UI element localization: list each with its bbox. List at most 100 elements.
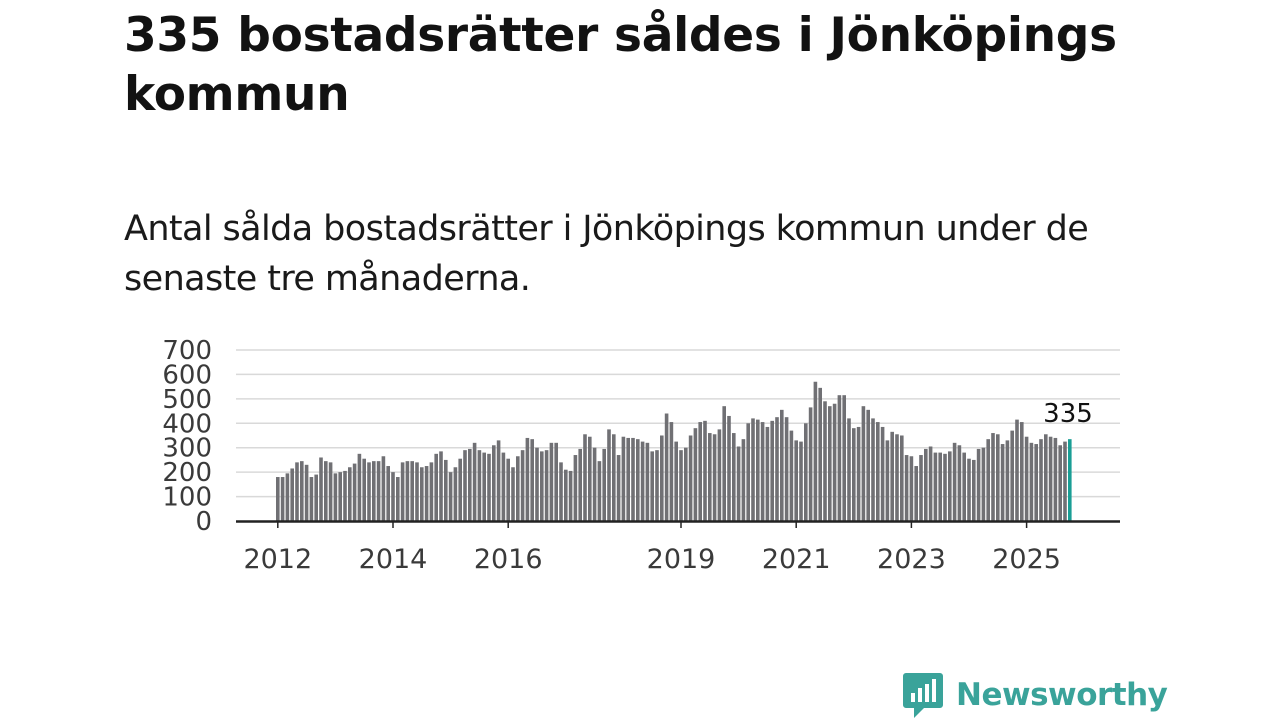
bar bbox=[808, 407, 813, 521]
bar bbox=[343, 470, 347, 521]
bar bbox=[588, 436, 592, 521]
bar bbox=[597, 461, 602, 521]
bar bbox=[453, 467, 458, 521]
bar bbox=[1034, 444, 1038, 521]
bar bbox=[511, 467, 515, 521]
bar bbox=[285, 473, 290, 521]
bar bbox=[904, 455, 909, 521]
bar bbox=[468, 448, 472, 521]
bar bbox=[1063, 441, 1067, 521]
bar bbox=[276, 477, 280, 521]
bar bbox=[564, 469, 568, 521]
bar bbox=[482, 452, 486, 521]
bar bbox=[477, 450, 482, 521]
bar bbox=[746, 423, 750, 521]
bar bbox=[1015, 419, 1019, 521]
chart-subtitle: Antal sålda bostadsrätter i Jönköpings k… bbox=[124, 209, 1089, 299]
bar bbox=[300, 461, 304, 521]
bar bbox=[799, 441, 803, 521]
bar bbox=[852, 428, 856, 521]
bar bbox=[708, 433, 712, 521]
bar bbox=[693, 428, 698, 521]
bar bbox=[756, 419, 760, 521]
bar bbox=[741, 439, 746, 521]
y-tick-label: 0 bbox=[195, 507, 212, 537]
bar bbox=[381, 456, 386, 521]
bar bbox=[616, 455, 621, 521]
bar bbox=[996, 434, 1000, 521]
bar bbox=[549, 442, 554, 521]
bar bbox=[520, 450, 525, 521]
bar bbox=[669, 422, 674, 521]
chart-title: 335 bostadsrätter såldes i Jönköpings ko… bbox=[124, 8, 1117, 122]
x-tick-label: 2023 bbox=[877, 544, 946, 575]
bar bbox=[314, 474, 318, 521]
bar bbox=[540, 451, 544, 521]
bar bbox=[842, 395, 846, 521]
annotations: 335 bbox=[1043, 399, 1093, 429]
bar bbox=[415, 462, 419, 521]
bar bbox=[1020, 422, 1024, 521]
bar bbox=[1000, 444, 1005, 521]
bar bbox=[789, 430, 794, 521]
bar bbox=[324, 461, 328, 521]
bar bbox=[698, 422, 702, 521]
bar bbox=[295, 462, 299, 521]
bar bbox=[444, 459, 448, 521]
bar bbox=[530, 439, 534, 521]
bar bbox=[559, 462, 563, 521]
bar bbox=[866, 409, 870, 521]
bar bbox=[487, 453, 491, 521]
bar bbox=[626, 437, 630, 521]
bar bbox=[501, 452, 506, 521]
bar bbox=[674, 441, 678, 521]
highlight-value-label: 335 bbox=[1043, 399, 1093, 429]
bar bbox=[660, 435, 664, 521]
bar bbox=[304, 464, 309, 521]
y-tick-label: 100 bbox=[162, 483, 212, 513]
bar bbox=[655, 450, 659, 521]
bar bbox=[602, 448, 606, 521]
bar bbox=[933, 452, 938, 521]
bar bbox=[952, 442, 957, 521]
bar bbox=[938, 452, 942, 521]
bar bbox=[732, 433, 736, 521]
bar bbox=[650, 451, 654, 521]
bar bbox=[280, 477, 285, 521]
bar bbox=[568, 470, 573, 521]
bar bbox=[924, 448, 928, 521]
bar bbox=[554, 442, 558, 521]
bar bbox=[948, 451, 952, 521]
x-tick-label: 2014 bbox=[359, 544, 428, 575]
bar bbox=[976, 448, 981, 521]
bar bbox=[592, 447, 597, 521]
y-tick-label: 400 bbox=[162, 409, 212, 439]
bar bbox=[900, 435, 904, 521]
bar bbox=[458, 458, 462, 521]
bar bbox=[621, 436, 626, 521]
y-tick-label: 500 bbox=[162, 385, 212, 415]
newsworthy-logo-icon bbox=[903, 673, 943, 718]
bar bbox=[688, 435, 693, 521]
bar bbox=[1024, 436, 1029, 521]
bar bbox=[492, 445, 496, 521]
bar bbox=[895, 434, 899, 521]
bar bbox=[583, 434, 587, 521]
bar bbox=[765, 426, 770, 521]
bar bbox=[1058, 445, 1062, 521]
bar bbox=[645, 442, 650, 521]
bar bbox=[578, 448, 582, 521]
x-tick-label: 2025 bbox=[992, 544, 1061, 575]
bar bbox=[991, 433, 995, 521]
bar bbox=[804, 423, 808, 521]
bar bbox=[981, 447, 986, 521]
bar bbox=[328, 462, 333, 521]
bar bbox=[856, 426, 861, 521]
y-tick-label: 200 bbox=[162, 458, 212, 488]
bar bbox=[794, 440, 798, 521]
bar bbox=[909, 456, 914, 521]
newsworthy-logo: Newsworthy bbox=[902, 670, 1168, 720]
bar bbox=[880, 426, 885, 521]
bar bbox=[429, 462, 434, 521]
